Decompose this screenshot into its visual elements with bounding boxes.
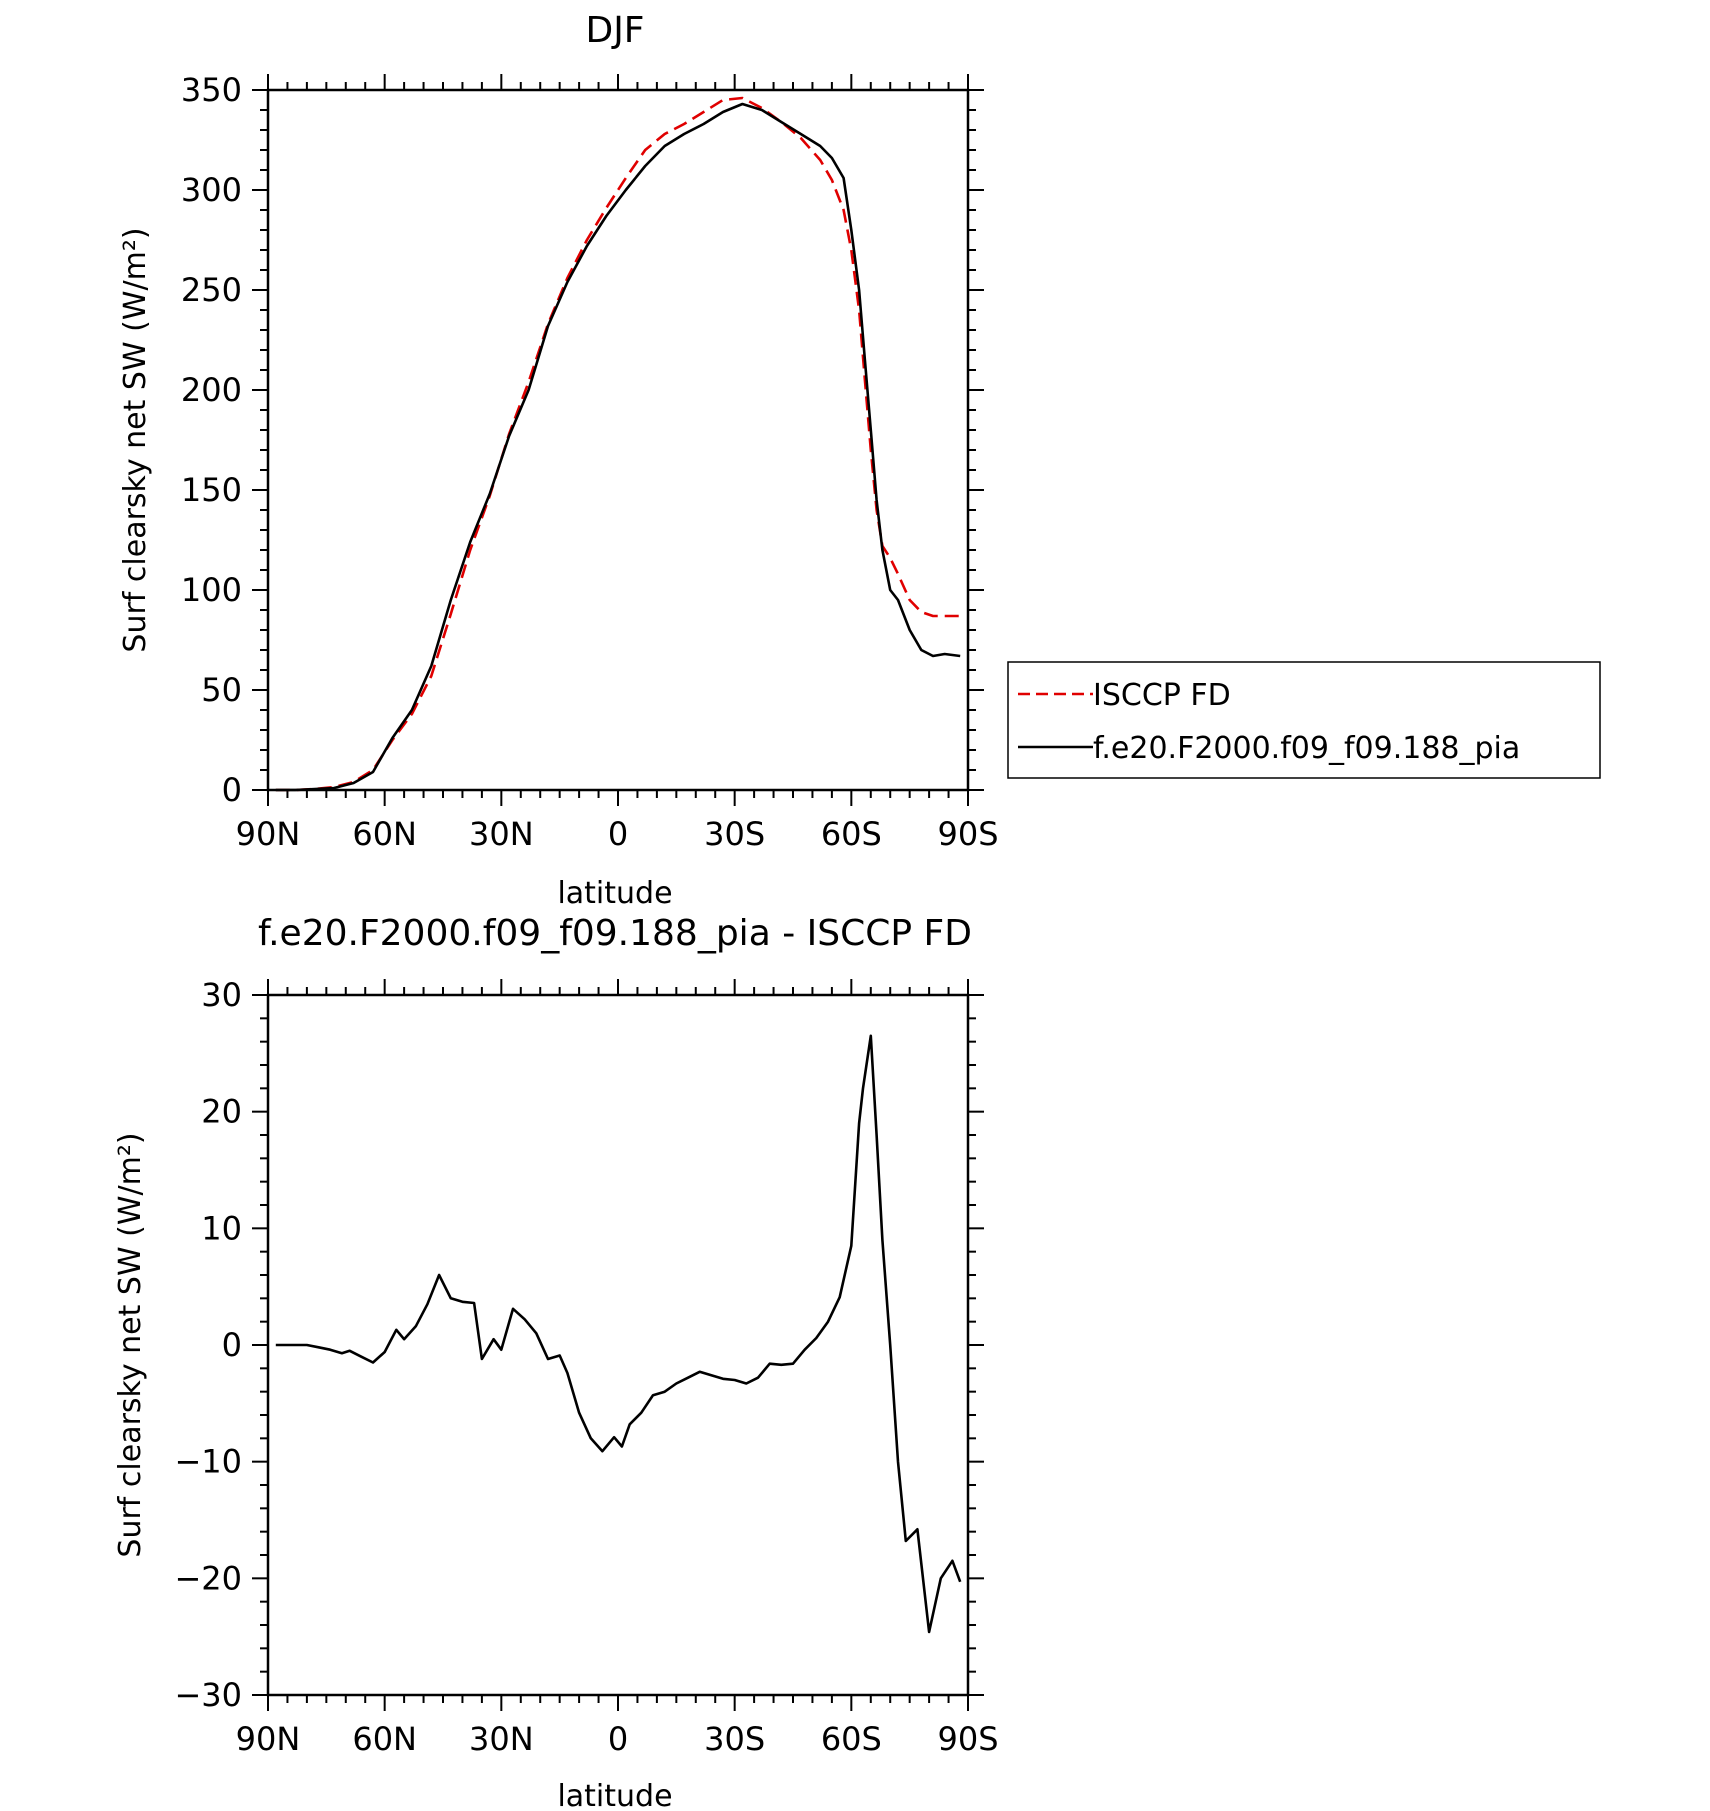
- series-line-0: [275, 96, 961, 792]
- y-tick-label: 20: [201, 1093, 242, 1131]
- x-tick-label: 60S: [821, 1720, 882, 1758]
- y-tick-label: 200: [181, 371, 242, 409]
- top-chart-frame: [266, 88, 970, 792]
- bottom-chart-x-axis-label: latitude: [557, 1779, 672, 1811]
- y-tick-label: 10: [201, 1209, 242, 1247]
- y-tick-label: 150: [181, 471, 242, 509]
- y-tick-label: 0: [222, 1326, 242, 1364]
- x-tick-label: 0: [608, 815, 628, 853]
- legend: ISCCP FD f.e20.F2000.f09_f09.188_pia: [1007, 661, 1601, 779]
- legend-box: [1007, 661, 1601, 779]
- top-chart-ticks: [252, 74, 984, 806]
- y-tick-label: −30: [174, 1676, 242, 1714]
- x-tick-label: 90N: [236, 1720, 301, 1758]
- bottom-chart-frame: [266, 993, 970, 1697]
- y-tick-label: 0: [222, 771, 242, 809]
- bottom-chart-tick-labels: 90N 60N 30N 0 30S 60S 90S −30 −20 −10 0 10 20 30: [174, 976, 998, 1758]
- legend-label-isccp-fd: ISCCP FD: [1093, 678, 1231, 713]
- x-tick-label: 30N: [469, 815, 534, 853]
- top-chart-y-axis-label: Surf clearsky net SW (W/m²): [118, 227, 153, 652]
- x-tick-label: 60N: [352, 815, 417, 853]
- y-tick-label: 300: [181, 171, 242, 209]
- bottom-chart-ticks: [252, 979, 984, 1711]
- top-chart-title: DJF: [585, 10, 644, 51]
- y-tick-label: −20: [174, 1559, 242, 1597]
- legend-label-model: f.e20.F2000.f09_f09.188_pia: [1093, 731, 1520, 766]
- series-line-0: [275, 1034, 962, 1634]
- bottom-chart-title: f.e20.F2000.f09_f09.188_pia - ISCCP FD: [258, 913, 972, 954]
- series-line-1: [275, 102, 961, 792]
- bottom-chart-y-axis-label: Surf clearsky net SW (W/m²): [113, 1132, 148, 1557]
- x-tick-label: 30S: [704, 815, 765, 853]
- bottom-chart: f.e20.F2000.f09_f09.188_pia - ISCCP FD 9…: [113, 913, 999, 1811]
- y-tick-label: 250: [181, 271, 242, 309]
- y-tick-label: 350: [181, 71, 242, 109]
- y-tick-label: −10: [174, 1443, 242, 1481]
- x-tick-label: 90S: [937, 1720, 998, 1758]
- x-tick-label: 30S: [704, 1720, 765, 1758]
- top-chart: DJF 90N 60N 30N 0 30S 60S 90S 0 50 100 150 200 250 30…: [118, 10, 1601, 911]
- x-tick-label: 60S: [821, 815, 882, 853]
- y-tick-label: 30: [201, 976, 242, 1014]
- bottom-chart-series: [275, 1034, 962, 1634]
- top-chart-tick-labels: 90N 60N 30N 0 30S 60S 90S 0 50 100 150 200 250 300 350: [181, 71, 999, 853]
- x-tick-label: 30N: [469, 1720, 534, 1758]
- top-chart-x-axis-label: latitude: [557, 876, 672, 911]
- y-tick-label: 100: [181, 571, 242, 609]
- top-chart-series: [275, 96, 961, 792]
- x-tick-label: 90S: [937, 815, 998, 853]
- x-tick-label: 90N: [236, 815, 301, 853]
- x-tick-label: 0: [608, 1720, 628, 1758]
- x-tick-label: 60N: [352, 1720, 417, 1758]
- y-tick-label: 50: [201, 671, 242, 709]
